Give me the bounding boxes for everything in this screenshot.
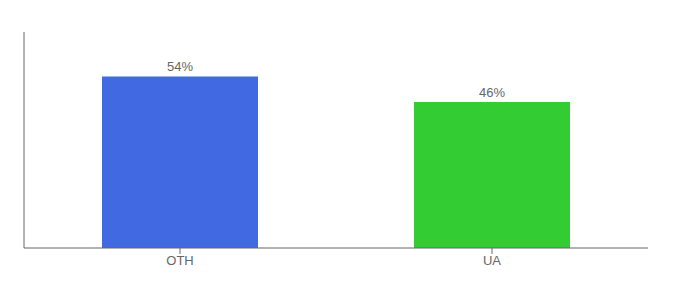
svg-text:46%: 46% [479,85,505,100]
svg-text:54%: 54% [167,59,193,74]
svg-text:UA: UA [483,253,501,268]
svg-text:OTH: OTH [166,253,193,268]
